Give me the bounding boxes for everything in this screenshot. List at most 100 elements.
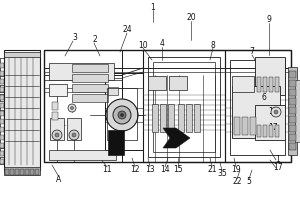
Text: 2: 2 [93,36,98,45]
Bar [0,111,4,116]
Bar [289,116,296,123]
Bar [49,84,67,96]
Bar [72,84,108,92]
Bar [148,76,166,90]
Bar [232,86,280,138]
Bar [67,118,81,140]
Text: 7: 7 [250,47,254,56]
Bar [289,143,296,150]
Bar [232,76,254,92]
Bar [4,167,40,175]
Text: 17: 17 [268,108,278,116]
Text: 15: 15 [173,166,183,174]
Bar [0,119,4,124]
Bar [0,159,4,164]
Bar [289,80,296,87]
Bar [178,104,184,132]
Bar [49,63,114,80]
Text: 12: 12 [130,166,140,174]
Bar [0,127,4,132]
Bar [230,60,285,155]
Bar [289,89,296,96]
Text: 24: 24 [122,25,132,34]
Bar [263,125,267,137]
Bar [0,87,4,92]
Text: 13: 13 [145,166,155,174]
Bar [269,77,273,92]
Circle shape [118,111,126,119]
Text: 9: 9 [267,16,272,24]
Bar [72,94,108,102]
Bar [0,103,4,108]
Bar [5,169,9,175]
Bar [108,87,118,95]
Bar [194,104,200,132]
Bar [30,169,34,175]
Text: 5: 5 [247,178,251,186]
Circle shape [68,104,76,112]
Bar [269,125,273,137]
Bar [44,50,122,162]
Bar [35,169,39,175]
Bar [289,134,296,141]
Bar [289,125,296,132]
Bar [105,73,143,150]
Bar [52,102,58,110]
Text: 14: 14 [160,166,170,174]
Bar [44,50,291,162]
Circle shape [121,114,124,116]
Text: 17: 17 [268,122,278,132]
Bar [49,150,116,160]
Text: 3: 3 [73,33,77,43]
Circle shape [271,107,281,117]
Bar [168,104,174,132]
Bar [255,105,285,140]
Circle shape [70,106,74,110]
Bar [25,169,29,175]
Bar [143,50,225,162]
Bar [0,135,4,140]
Circle shape [55,133,59,137]
Polygon shape [163,128,190,148]
Bar [4,50,40,170]
Circle shape [69,130,79,140]
Circle shape [72,133,76,137]
Bar [72,74,108,82]
Bar [0,95,4,100]
Text: 35: 35 [217,170,227,178]
Bar [153,62,215,152]
Bar [15,169,19,175]
Bar [234,117,240,135]
Bar [289,71,296,78]
Bar [20,169,24,175]
Text: 1: 1 [276,156,280,164]
Bar [257,77,261,92]
Text: 4: 4 [160,40,164,48]
Bar [275,125,279,137]
Text: 6: 6 [262,94,266,102]
Bar [289,98,296,105]
Circle shape [113,106,131,124]
Bar [288,67,297,155]
Bar [10,169,14,175]
Bar [152,104,158,132]
Bar [225,50,291,162]
Bar [186,104,192,132]
Circle shape [106,99,138,131]
Bar [0,143,4,148]
Bar [107,88,137,140]
Text: 11: 11 [102,166,112,174]
Bar [0,71,4,76]
Bar [4,55,40,170]
Text: 1: 1 [151,3,155,12]
Bar [0,151,4,156]
Bar [289,107,296,114]
Bar [255,57,285,95]
Bar [0,63,4,68]
Bar [148,57,220,157]
Text: 22: 22 [232,178,242,186]
Bar [250,117,256,135]
Bar [160,104,166,132]
Bar [50,118,64,140]
Text: 8: 8 [211,40,215,49]
